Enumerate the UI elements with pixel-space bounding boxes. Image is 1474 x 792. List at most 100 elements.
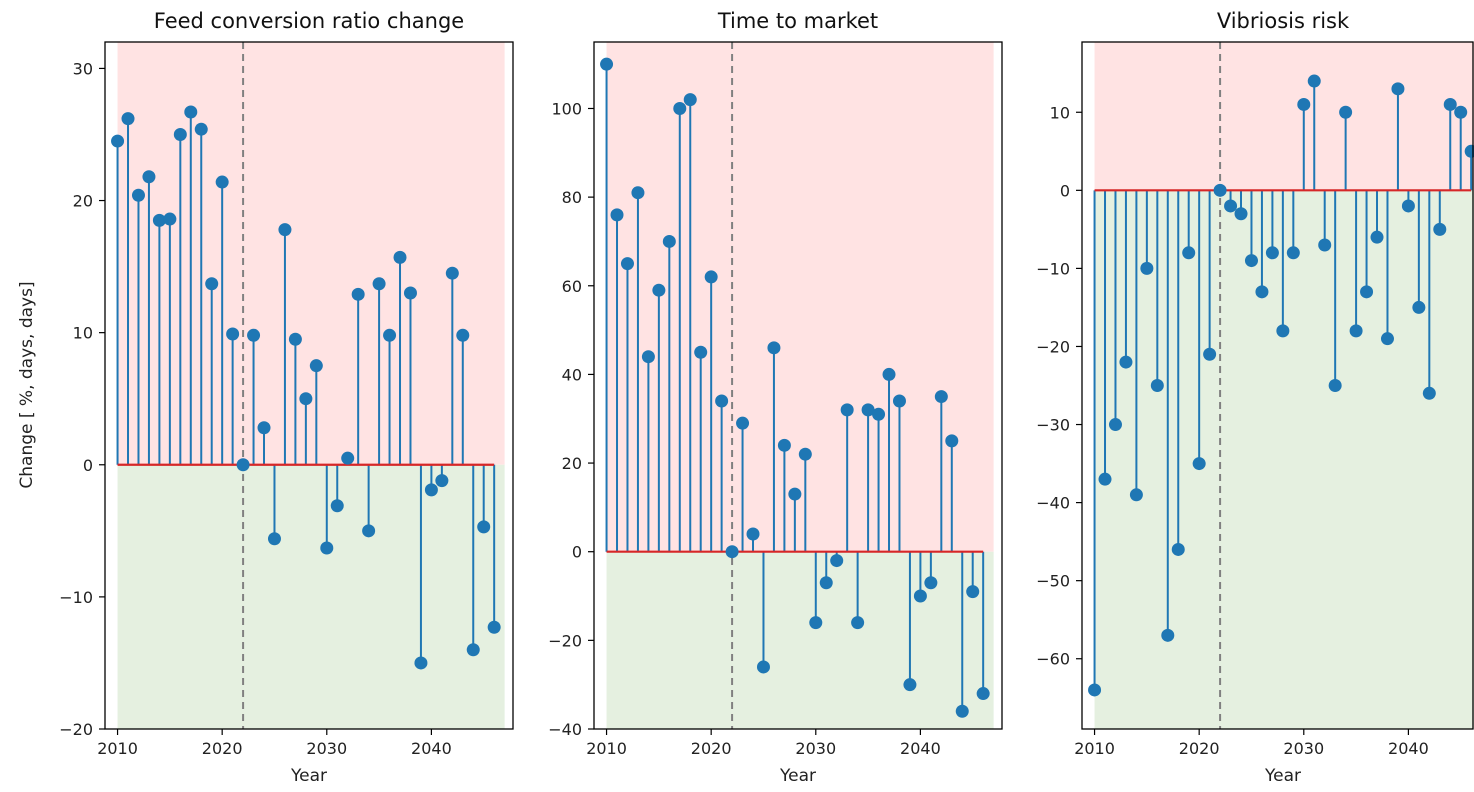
x-tick-label: 2030 [795,739,836,758]
axes-frame [593,41,1003,730]
data-point [913,589,927,603]
chart-title: Vibriosis risk [1217,9,1350,33]
data-point [610,208,624,222]
data-point [1150,379,1164,392]
data-point [955,704,969,718]
data-point [466,643,480,657]
data-point [641,350,655,364]
x-tick-label: 2010 [586,739,627,758]
positive-region [117,42,505,465]
data-point [1370,230,1384,244]
data-point [746,527,760,541]
y-tick-label: −60 [1036,650,1070,669]
data-point [819,576,833,590]
data-point [1182,246,1196,260]
data-point [1088,683,1102,697]
data-point [1161,628,1175,642]
y-tick-label: 40 [562,365,582,384]
data-point [1349,324,1363,338]
data-point [872,407,886,421]
data-point [1422,386,1436,400]
data-point [111,134,125,148]
data-point [840,403,854,417]
data-point [257,421,271,435]
y-tick-label: −20 [59,720,93,739]
data-point [487,620,501,634]
data-point [194,122,208,136]
data-point [435,474,449,488]
data-point [976,687,990,701]
x-axis-label: Year [290,766,327,786]
data-point [934,390,948,404]
y-tick-label: 10 [73,324,93,343]
data-point [299,392,313,406]
data-point [267,532,281,546]
data-point [966,585,980,599]
y-tick-label: 30 [73,59,93,78]
data-point [152,213,166,227]
data-point [320,541,334,555]
data-point [715,394,729,408]
x-axis-label: Year [1264,766,1301,786]
data-point [1454,105,1468,119]
data-point [704,270,718,284]
data-point [736,416,750,430]
data-point [830,554,844,568]
data-point [362,524,376,538]
data-point [1098,472,1112,486]
x-tick-label: 2040 [411,739,452,758]
data-point [372,277,386,291]
data-point [1234,207,1248,221]
chart-panel-3: 2010 2020 2030 2040 −60 −50 −40 −30 −20 −10 0 10 Vib… [1036,9,1474,786]
data-point [1433,222,1447,236]
data-point [903,678,917,692]
x-tick-label: 2010 [1074,739,1115,758]
x-tick-label: 2020 [202,739,243,758]
y-tick-label: −20 [1036,337,1070,356]
data-point [725,545,739,559]
y-tick-label: −20 [548,631,582,650]
positive-region [1094,42,1474,191]
y-tick-label: 0 [1060,181,1070,200]
data-point [456,328,470,342]
y-tick-label: 0 [83,456,93,475]
data-point [330,499,344,513]
data-point [215,175,229,189]
data-point [1339,105,1353,119]
x-tick-label: 2030 [1283,739,1324,758]
data-point [1328,379,1342,392]
data-point [142,170,156,184]
data-point [1401,199,1415,213]
y-tick-label: 100 [551,99,582,118]
data-point [673,101,687,115]
y-tick-label: 0 [572,543,582,562]
chart-title: Feed conversion ratio change [154,9,464,33]
data-point [600,57,614,71]
data-point [798,447,812,461]
data-point [226,327,240,341]
data-point [278,223,292,237]
data-point [1244,254,1258,268]
data-point [236,458,250,472]
data-point [163,212,177,226]
data-point [288,332,302,346]
data-point [662,234,676,248]
x-axis-label: Year [779,766,816,786]
data-point [788,487,802,501]
data-point [1380,332,1394,346]
data-point [1171,542,1185,556]
data-point [694,345,708,359]
data-point [1265,246,1279,260]
x-tick-label: 2040 [1388,739,1429,758]
y-tick-label: 80 [562,188,582,207]
data-point [1192,457,1206,471]
data-point [756,660,770,674]
data-point [924,576,938,590]
data-point [393,250,407,264]
data-point [1129,488,1143,502]
data-point [341,451,355,465]
data-point [620,257,634,271]
data-point [851,616,865,630]
